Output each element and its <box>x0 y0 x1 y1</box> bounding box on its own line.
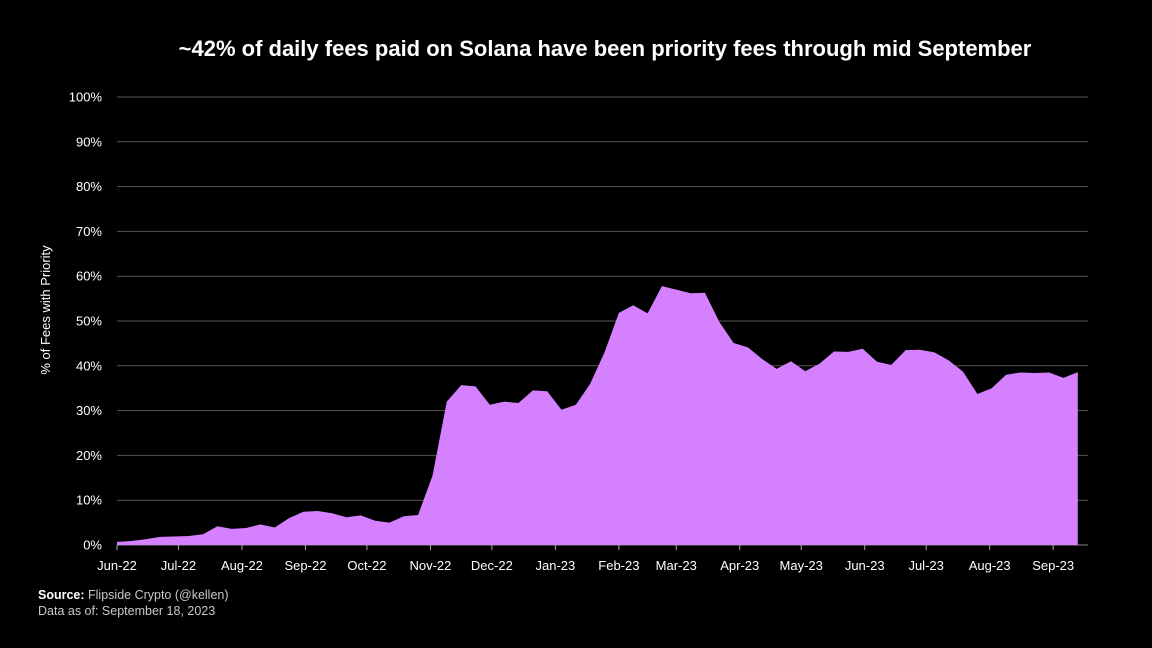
y-tick-label: 50% <box>76 314 102 329</box>
source-label: Source: <box>38 588 85 602</box>
x-tick-label: Jul-22 <box>161 558 196 573</box>
source-text: Flipside Crypto (@kellen) <box>84 588 229 602</box>
x-axis-ticks: Jun-22 Jul-22 Aug-22 Sep-22 Oct-22 Nov-22 Dec-… <box>97 545 1074 573</box>
y-axis-ticks: 0% 10% 20% 30% 40% 50% 60% 70% 80% 90% 100% <box>69 90 103 553</box>
x-tick-label: Aug-23 <box>969 558 1011 573</box>
y-tick-label: 20% <box>76 448 102 463</box>
x-tick-label: Apr-23 <box>720 558 759 573</box>
x-tick-label: Oct-22 <box>347 558 386 573</box>
x-tick-label: Jul-23 <box>908 558 943 573</box>
y-tick-label: 60% <box>76 269 102 284</box>
x-tick-label: Aug-22 <box>221 558 263 573</box>
y-tick-label: 40% <box>76 358 102 373</box>
x-tick-label: Sep-22 <box>285 558 327 573</box>
area-fill <box>117 286 1078 545</box>
x-tick-label: Dec-22 <box>471 558 513 573</box>
chart-title: ~42% of daily fees paid on Solana have b… <box>178 36 1032 61</box>
x-tick-label: May-23 <box>780 558 823 573</box>
area-series <box>117 286 1078 545</box>
x-tick-label: Jan-23 <box>536 558 576 573</box>
y-tick-label: 80% <box>76 179 102 194</box>
x-tick-label: Feb-23 <box>598 558 639 573</box>
footer: Source: Flipside Crypto (@kellen) Data a… <box>38 587 229 619</box>
x-tick-label: Mar-23 <box>656 558 697 573</box>
y-tick-label: 10% <box>76 493 102 508</box>
y-tick-label: 100% <box>69 90 103 105</box>
x-tick-label: Sep-23 <box>1032 558 1074 573</box>
y-tick-label: 90% <box>76 134 102 149</box>
source-line: Source: Flipside Crypto (@kellen) <box>38 587 229 603</box>
y-axis-label: % of Fees with Priority <box>38 245 53 375</box>
y-tick-label: 0% <box>83 538 102 553</box>
x-tick-label: Jun-22 <box>97 558 137 573</box>
y-tick-label: 30% <box>76 403 102 418</box>
x-tick-label: Jun-23 <box>845 558 885 573</box>
y-tick-label: 70% <box>76 224 102 239</box>
x-tick-label: Nov-22 <box>409 558 451 573</box>
data-as-of: Data as of: September 18, 2023 <box>38 604 216 618</box>
